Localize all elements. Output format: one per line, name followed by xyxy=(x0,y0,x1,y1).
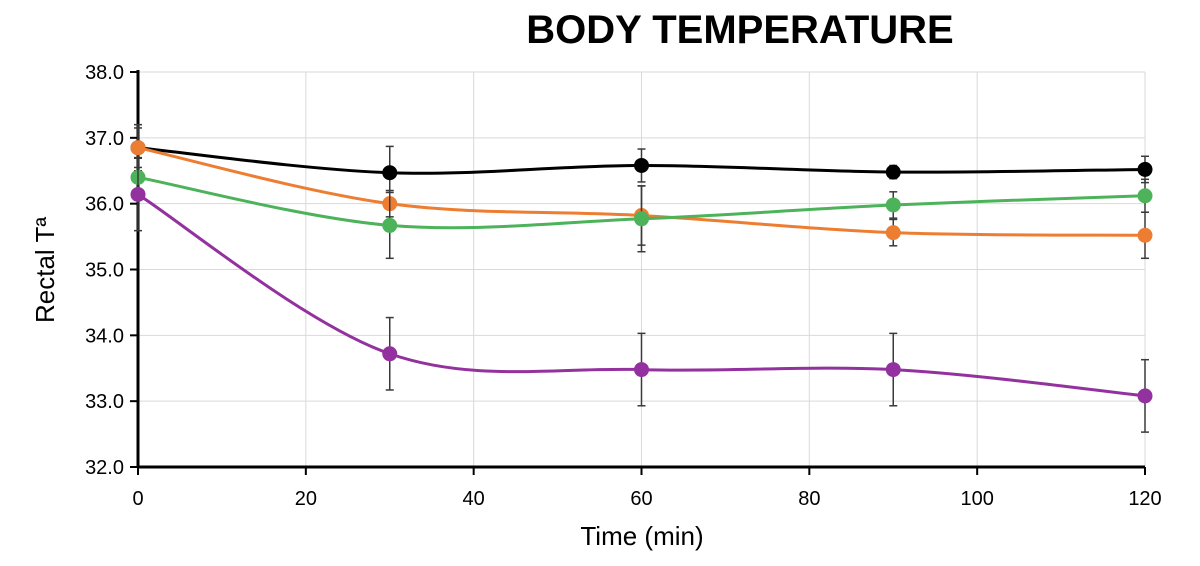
y-tick-label: 37.0 xyxy=(85,128,124,150)
data-point xyxy=(130,140,146,156)
x-tick-label: 80 xyxy=(798,488,820,510)
chart-title: BODY TEMPERATURE xyxy=(526,8,954,52)
x-tick-label: 120 xyxy=(1128,488,1161,510)
x-tick-label: 40 xyxy=(463,488,485,510)
data-point xyxy=(885,362,901,378)
data-point xyxy=(634,211,649,227)
y-tick-label: 33.0 xyxy=(85,391,124,413)
data-point xyxy=(130,186,146,202)
data-point xyxy=(1137,388,1153,404)
series-line xyxy=(137,193,1146,398)
data-point xyxy=(885,164,901,180)
data-point xyxy=(1137,227,1153,243)
axes: 32.0 33.0 34.0 35.0 36.0 37.0 38.0 0 20 40 60 80 100… xyxy=(85,62,1162,510)
data-point xyxy=(382,217,398,233)
grid xyxy=(138,71,1146,467)
series-2 xyxy=(130,156,1153,260)
y-tick-label: 32.0 xyxy=(85,457,124,479)
data-point xyxy=(634,362,649,378)
x-tick-label: 20 xyxy=(295,488,317,510)
y-axis-title: Rectal Tª xyxy=(30,217,60,323)
y-tick-label: 36.0 xyxy=(85,194,124,216)
y-tick-label: 35.0 xyxy=(85,260,124,282)
x-axis-title: Time (min) xyxy=(580,521,703,551)
y-tick-label: 34.0 xyxy=(85,325,124,347)
data-point xyxy=(634,157,649,173)
data-point xyxy=(885,197,901,213)
data-point xyxy=(1137,161,1153,177)
x-tick-label: 0 xyxy=(132,488,143,510)
series-3 xyxy=(130,157,1153,433)
x-tick-label: 100 xyxy=(960,488,993,510)
series-group xyxy=(130,123,1153,433)
data-point xyxy=(885,225,901,241)
x-tick-label: 60 xyxy=(630,488,652,510)
data-point xyxy=(382,165,398,181)
data-point xyxy=(382,346,398,362)
y-tick-label: 38.0 xyxy=(85,62,124,84)
data-point xyxy=(1137,188,1153,204)
